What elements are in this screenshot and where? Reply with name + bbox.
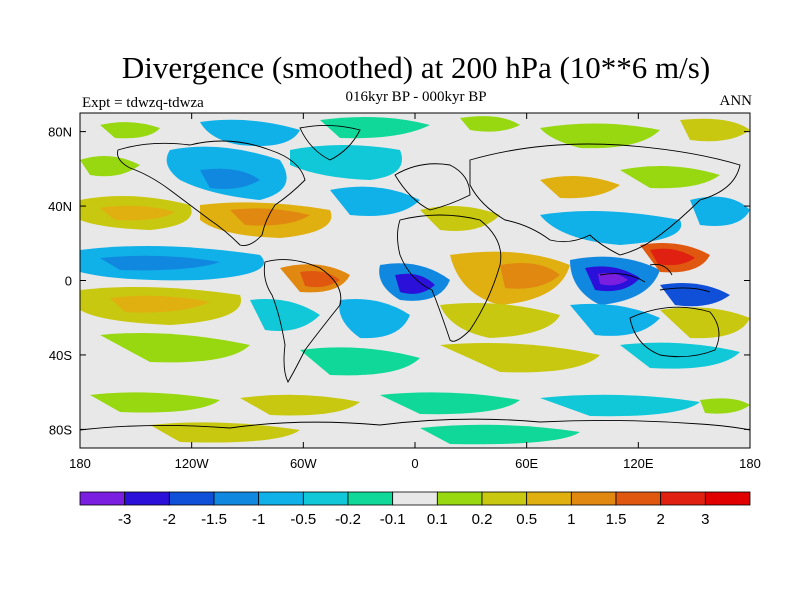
colorbar-label: 0.2 — [472, 511, 493, 528]
colorbar-swatch — [660, 491, 706, 506]
x-tick-label: 60W — [290, 456, 317, 471]
field-blob — [100, 122, 160, 139]
colorbar-swatch — [392, 491, 438, 506]
field-blob — [620, 166, 720, 189]
colorbar-swatch — [570, 491, 617, 506]
field-blob — [660, 282, 730, 307]
y-tick-label: 80S — [49, 422, 72, 437]
colorbar-swatch — [168, 491, 215, 506]
colorbar-swatch — [481, 491, 528, 506]
x-tick-label: 180 — [69, 456, 91, 471]
colorbar-label: -1.5 — [201, 511, 227, 528]
field-blob — [330, 186, 420, 216]
colorbar-label: -3 — [118, 511, 131, 528]
field-blob — [620, 342, 740, 369]
colorbar-label: -0.2 — [335, 511, 361, 528]
x-tick-label: 180 — [739, 456, 761, 471]
x-tick-label: 120W — [175, 456, 210, 471]
colorbar-swatch — [436, 491, 483, 506]
coastline-south-america — [263, 259, 342, 383]
experiment-label: Expt = tdwzq-tdwza — [82, 95, 204, 111]
plot-title: Divergence (smoothed) at 200 hPa (10**6 … — [121, 50, 711, 85]
y-tick-label: 40N — [48, 199, 72, 214]
y-tick-label: 40S — [49, 348, 72, 363]
coastline-maritime — [599, 264, 711, 293]
field-blob — [420, 206, 500, 231]
field-blob — [460, 116, 520, 132]
field-blob — [680, 118, 750, 142]
field-blob — [320, 116, 430, 139]
colorbar-swatch — [704, 491, 751, 506]
colorbar-label: 3 — [701, 511, 709, 528]
colorbar-label: -0.1 — [380, 511, 406, 528]
x-tick-label: 60E — [515, 456, 538, 471]
field-blob — [650, 248, 695, 266]
coastline-greenland — [299, 125, 361, 161]
field-blob — [660, 307, 750, 339]
field-blob — [250, 299, 320, 331]
colorbar-label: 2 — [656, 511, 664, 528]
field-blob — [240, 394, 360, 416]
colorbar-swatch — [302, 491, 349, 506]
colorbar-swatch — [258, 491, 304, 506]
field-blob — [230, 208, 310, 226]
colorbar-swatch — [347, 491, 394, 506]
colorbar-label: 1 — [567, 511, 575, 528]
field-blob — [200, 168, 260, 189]
colorbar-swatch — [213, 491, 260, 506]
colorbar-label: 0.1 — [427, 511, 448, 528]
field-blob — [540, 176, 620, 199]
y-tick-label: 0 — [65, 274, 72, 289]
field-blob — [100, 205, 175, 221]
y-tick-label: 80N — [48, 125, 72, 140]
field-blob — [395, 273, 435, 294]
colorbar-swatch — [79, 491, 126, 506]
divergence-field — [80, 116, 750, 445]
field-blob — [200, 119, 300, 146]
colorbar-swatch — [615, 491, 662, 506]
field-blob — [110, 295, 210, 313]
field-blob — [500, 262, 560, 289]
field-blob — [700, 398, 750, 414]
field-blob — [540, 123, 660, 149]
field-blob — [440, 342, 600, 373]
coastline-antarctica — [80, 418, 750, 431]
field-blob — [80, 156, 140, 177]
field-blob — [100, 332, 250, 363]
season-label: ANN — [719, 93, 753, 109]
field-blob — [540, 211, 682, 245]
colorbar-label: -0.5 — [290, 511, 316, 528]
coastline-australia — [629, 306, 720, 358]
colorbar-label: -1 — [252, 511, 265, 528]
colorbar-swatch — [124, 491, 170, 506]
coastline-asia — [469, 143, 741, 256]
colorbar-swatch — [526, 491, 572, 506]
field-blob — [100, 255, 220, 271]
axis-ticks: 180 120W 60W 0 60E 120E 180 80N 40N 0 40S 80S — [48, 113, 761, 471]
field-blob — [300, 271, 340, 288]
colorbar-label: -2 — [163, 511, 176, 528]
coastline-north-america — [117, 140, 306, 246]
field-blob — [598, 272, 628, 286]
colorbar: -3 -2 -1.5 -1 -0.5 -0.2 -0.1 0.1 0.2 0.5 1 1.5 2 3 — [79, 491, 751, 528]
field-blob — [150, 422, 300, 443]
x-tick-label: 0 — [411, 456, 418, 471]
field-blob — [90, 392, 220, 413]
x-tick-label: 120E — [623, 456, 654, 471]
coastlines — [80, 125, 750, 431]
field-blob — [380, 392, 520, 415]
colorbar-label: 0.5 — [516, 511, 537, 528]
field-blob — [690, 196, 750, 226]
field-blob — [570, 303, 660, 336]
field-blob — [420, 424, 580, 445]
plot-subtitle: 016kyr BP - 000kyr BP — [345, 89, 487, 105]
field-blob — [300, 347, 420, 376]
field-blob — [290, 145, 402, 180]
colorbar-label: 1.5 — [606, 511, 627, 528]
field-blob — [339, 299, 410, 339]
field-blob — [540, 394, 700, 417]
coastline-europe — [394, 163, 471, 211]
coastline-africa — [397, 214, 502, 342]
